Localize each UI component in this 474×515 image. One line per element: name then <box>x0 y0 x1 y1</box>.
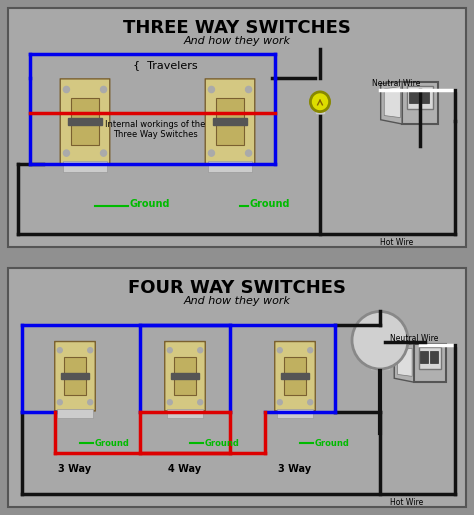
Circle shape <box>277 348 283 353</box>
Polygon shape <box>398 348 412 376</box>
Polygon shape <box>381 81 402 124</box>
Bar <box>213 118 247 125</box>
FancyBboxPatch shape <box>55 341 95 411</box>
Text: Internal workings of the
Three Way Switches: Internal workings of the Three Way Switc… <box>105 120 205 139</box>
Bar <box>171 373 199 379</box>
Text: And how they work: And how they work <box>183 36 291 46</box>
Polygon shape <box>384 87 401 117</box>
FancyBboxPatch shape <box>217 98 244 145</box>
Bar <box>61 373 89 379</box>
Circle shape <box>198 400 203 405</box>
FancyBboxPatch shape <box>277 408 313 418</box>
Circle shape <box>64 150 70 156</box>
Circle shape <box>88 348 92 353</box>
Text: Ground: Ground <box>250 198 291 209</box>
Text: Hot Wire: Hot Wire <box>380 238 413 247</box>
FancyBboxPatch shape <box>284 357 306 396</box>
FancyBboxPatch shape <box>57 408 93 418</box>
FancyBboxPatch shape <box>72 98 99 145</box>
Bar <box>281 373 309 379</box>
Text: Neutral Wire: Neutral Wire <box>390 334 438 342</box>
Text: Ground: Ground <box>95 439 130 448</box>
Circle shape <box>57 400 62 405</box>
FancyBboxPatch shape <box>63 161 107 172</box>
Text: Hot Wire: Hot Wire <box>390 498 423 507</box>
FancyBboxPatch shape <box>414 344 446 382</box>
FancyBboxPatch shape <box>60 79 110 164</box>
FancyBboxPatch shape <box>8 8 466 247</box>
Circle shape <box>64 87 70 93</box>
Bar <box>317 101 324 113</box>
Circle shape <box>310 92 329 112</box>
Text: {  Travelers: { Travelers <box>133 60 197 70</box>
Circle shape <box>100 87 107 93</box>
FancyBboxPatch shape <box>275 341 315 411</box>
FancyBboxPatch shape <box>208 161 252 172</box>
Circle shape <box>246 87 252 93</box>
FancyBboxPatch shape <box>8 268 466 507</box>
FancyBboxPatch shape <box>409 90 418 103</box>
Bar <box>371 347 389 369</box>
Circle shape <box>100 150 107 156</box>
Circle shape <box>308 348 313 353</box>
FancyBboxPatch shape <box>167 408 203 418</box>
Circle shape <box>246 150 252 156</box>
Circle shape <box>308 400 313 405</box>
Text: 3 Way: 3 Way <box>58 464 91 474</box>
Text: Neutral Wire: Neutral Wire <box>372 79 420 88</box>
Circle shape <box>352 312 408 369</box>
Text: Ground: Ground <box>130 198 171 209</box>
Circle shape <box>277 400 283 405</box>
FancyBboxPatch shape <box>165 341 205 411</box>
FancyBboxPatch shape <box>420 90 429 103</box>
Circle shape <box>209 87 214 93</box>
Circle shape <box>88 400 92 405</box>
FancyBboxPatch shape <box>64 357 86 396</box>
FancyBboxPatch shape <box>420 351 428 363</box>
Text: Ground: Ground <box>205 439 240 448</box>
Bar <box>68 118 102 125</box>
FancyBboxPatch shape <box>205 79 255 164</box>
FancyBboxPatch shape <box>419 348 441 369</box>
FancyBboxPatch shape <box>430 351 438 363</box>
Circle shape <box>167 400 172 405</box>
Circle shape <box>198 348 203 353</box>
Circle shape <box>167 348 172 353</box>
FancyBboxPatch shape <box>408 86 432 109</box>
FancyBboxPatch shape <box>402 81 438 124</box>
Text: Ground: Ground <box>315 439 350 448</box>
Text: 3 Way: 3 Way <box>278 464 311 474</box>
Text: FOUR WAY SWITCHES: FOUR WAY SWITCHES <box>128 279 346 297</box>
Text: And how they work: And how they work <box>183 296 291 306</box>
Text: THREE WAY SWITCHES: THREE WAY SWITCHES <box>123 19 351 37</box>
Text: 4 Way: 4 Way <box>168 464 201 474</box>
Circle shape <box>209 150 214 156</box>
Circle shape <box>57 348 62 353</box>
Polygon shape <box>394 344 414 382</box>
FancyBboxPatch shape <box>174 357 196 396</box>
